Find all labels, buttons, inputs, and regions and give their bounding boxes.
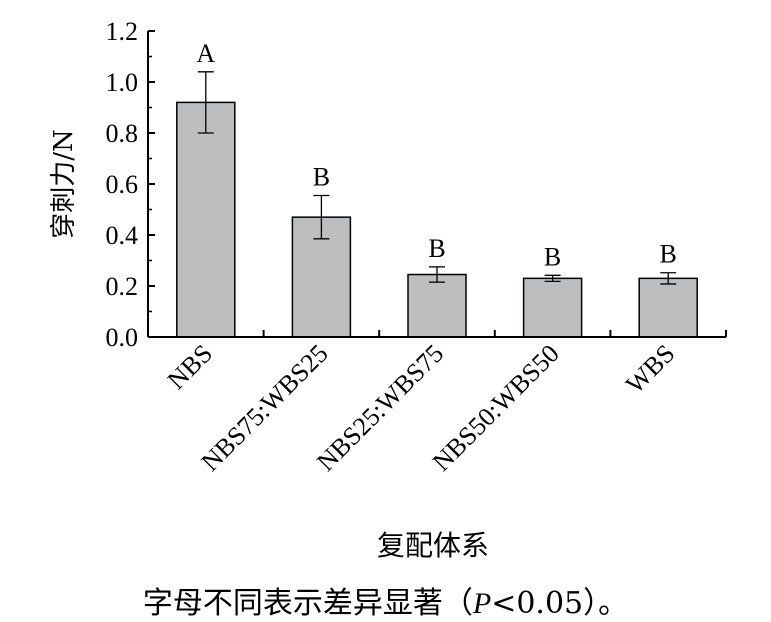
y-tick-label: 0.2 <box>106 272 139 301</box>
significance-letter: B <box>544 242 561 271</box>
bar <box>176 101 236 338</box>
significance-letter: B <box>428 234 445 263</box>
y-tick-label: 1.2 <box>106 17 139 46</box>
y-tick-label: 0.6 <box>106 170 139 199</box>
y-tick-label: 0.8 <box>106 119 139 148</box>
x-tick-label: WBS <box>620 339 680 399</box>
significance-letter: B <box>313 162 330 191</box>
footnote-text-after: <0.05）。 <box>491 586 629 621</box>
y-axis-label: 穿刺力/N <box>49 129 79 239</box>
bar <box>522 277 583 338</box>
y-tick-label: 1.0 <box>106 68 139 97</box>
footnote-text-before: 字母不同表示差异显著（ <box>142 586 473 621</box>
error-bars-group <box>197 71 677 285</box>
significance-letters-group: A B B B B <box>196 39 676 271</box>
footnote: 字母不同表示差异显著（P<0.05）。 <box>0 578 771 622</box>
bar <box>407 273 467 338</box>
bars-group <box>176 101 698 338</box>
x-tick-label: NBS <box>162 339 218 395</box>
y-tick-label: 0.4 <box>106 221 139 250</box>
y-ticks-group: 0.0 0.2 0.4 0.6 0.8 1.0 1.2 <box>106 17 155 352</box>
significance-letter: A <box>196 39 215 68</box>
x-axis-label: 复配体系 <box>377 529 489 562</box>
footnote-p-symbol: P <box>472 587 492 620</box>
bar <box>638 277 698 338</box>
significance-letter: B <box>660 240 677 269</box>
y-tick-label: 0.0 <box>106 323 139 352</box>
